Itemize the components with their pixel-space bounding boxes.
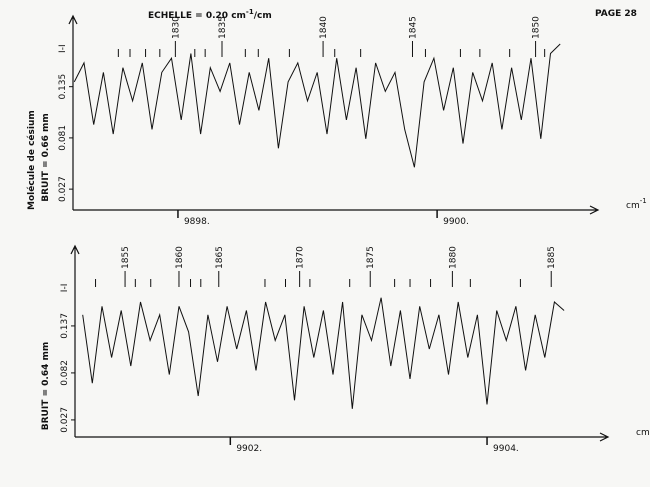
x-axis-label-sup: -1 xyxy=(640,197,647,205)
y-tick-label: 0.135 xyxy=(58,74,68,100)
annotation-label: 1865 xyxy=(215,246,225,269)
annotation-label: 1835 xyxy=(218,16,228,39)
annotation-label: 1850 xyxy=(532,16,542,39)
x-tick-label: 9900. xyxy=(443,217,469,227)
annotation-label: 1880 xyxy=(448,246,458,269)
y-axis-label: I-I xyxy=(60,284,70,293)
annotation-label: 1840 xyxy=(319,16,329,39)
annotation-label: 1870 xyxy=(296,246,306,269)
y-tick-label: 0.027 xyxy=(58,176,68,202)
annotation-label: 1855 xyxy=(121,246,131,269)
annotation-label: 1875 xyxy=(366,246,376,269)
page-number: PAGE 28 xyxy=(595,9,637,19)
scale-note-sup: -1 xyxy=(246,8,254,16)
noise-label: BRUIT = 0.64 mm xyxy=(41,342,51,431)
y-tick-label: 0.081 xyxy=(58,125,68,151)
y-tick-label: 0.082 xyxy=(60,360,70,386)
annotation-label: 1885 xyxy=(547,246,557,269)
annotation-label: 1845 xyxy=(408,16,418,39)
side-label: Molécule de césium xyxy=(26,110,37,210)
scale-note-tail: /cm xyxy=(254,11,272,21)
scale-note: ECHELLE = 0.20 cm-1/cm xyxy=(148,8,272,21)
x-axis-label: cm-1 xyxy=(626,197,647,211)
y-axis-label: I-I xyxy=(58,44,68,53)
noise-label: BRUIT = 0.66 mm xyxy=(41,113,51,202)
y-axis xyxy=(68,14,78,210)
y-tick-label: 0.027 xyxy=(60,407,70,433)
y-tick-label: 0.137 xyxy=(60,313,70,339)
scale-note-main: ECHELLE = 0.20 cm xyxy=(148,11,246,21)
x-tick-label: 9898. xyxy=(184,217,210,227)
x-axis xyxy=(73,205,600,215)
x-tick-label: 9902. xyxy=(236,444,262,454)
x-axis-label-main: cm xyxy=(636,428,650,438)
spectrum-trace xyxy=(73,43,561,168)
annotation-label: 1830 xyxy=(171,16,181,39)
x-axis-label-main: cm xyxy=(626,201,640,211)
x-axis xyxy=(75,432,610,442)
y-axis xyxy=(70,244,80,437)
annotation-label: 1860 xyxy=(175,246,185,269)
x-tick-label: 9904. xyxy=(493,444,519,454)
spectrum-trace xyxy=(82,297,565,409)
